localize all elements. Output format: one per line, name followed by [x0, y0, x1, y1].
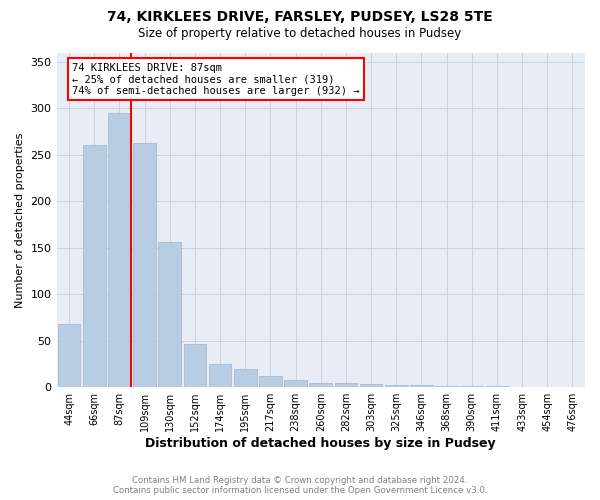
- Text: Contains HM Land Registry data © Crown copyright and database right 2024.
Contai: Contains HM Land Registry data © Crown c…: [113, 476, 487, 495]
- Text: Size of property relative to detached houses in Pudsey: Size of property relative to detached ho…: [139, 28, 461, 40]
- Bar: [83, 146, 106, 387]
- Y-axis label: Number of detached properties: Number of detached properties: [15, 132, 25, 308]
- Bar: [385, 386, 407, 387]
- Text: 74, KIRKLEES DRIVE, FARSLEY, PUDSEY, LS28 5TE: 74, KIRKLEES DRIVE, FARSLEY, PUDSEY, LS2…: [107, 10, 493, 24]
- Bar: [485, 386, 508, 387]
- Bar: [133, 142, 156, 387]
- Bar: [435, 386, 458, 387]
- Bar: [234, 368, 257, 387]
- Bar: [58, 324, 80, 387]
- Bar: [284, 380, 307, 387]
- Bar: [460, 386, 483, 387]
- Bar: [310, 382, 332, 387]
- X-axis label: Distribution of detached houses by size in Pudsey: Distribution of detached houses by size …: [145, 437, 496, 450]
- Bar: [108, 113, 131, 387]
- Bar: [209, 364, 232, 387]
- Bar: [158, 242, 181, 387]
- Bar: [410, 386, 433, 387]
- Text: 74 KIRKLEES DRIVE: 87sqm
← 25% of detached houses are smaller (319)
74% of semi-: 74 KIRKLEES DRIVE: 87sqm ← 25% of detach…: [73, 62, 360, 96]
- Bar: [360, 384, 382, 387]
- Bar: [335, 384, 357, 387]
- Bar: [259, 376, 282, 387]
- Bar: [184, 344, 206, 387]
